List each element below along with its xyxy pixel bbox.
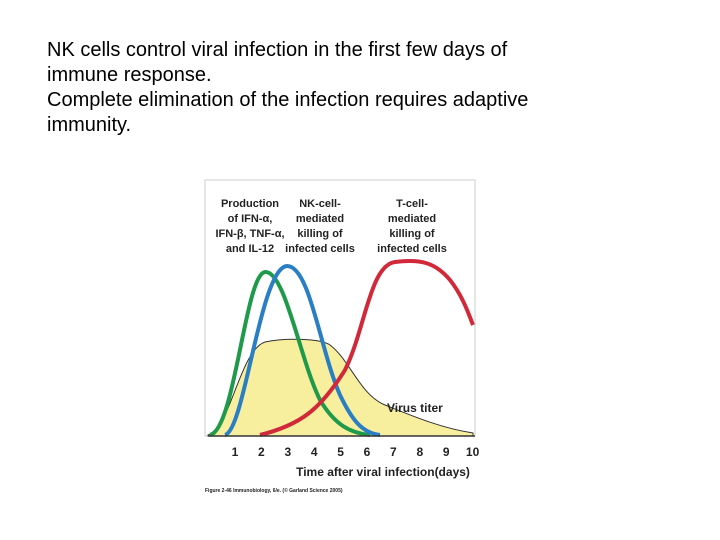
figure-label: killing of	[297, 228, 343, 240]
x-tick-label: 5	[337, 445, 344, 459]
x-tick-label: 7	[390, 445, 397, 459]
slide-text: immune response.	[47, 64, 212, 86]
slide-text: NK cells control viral infection in the …	[47, 39, 508, 61]
caption: Figure 2-46 Immunobiology, 6/e. (© Garla…	[205, 487, 343, 494]
figure-label: infected cells	[285, 243, 355, 255]
virus-area	[207, 338, 474, 437]
figure-label: mediated	[388, 213, 436, 225]
x-tick-label: 6	[364, 445, 371, 459]
x-tick-label: 9	[443, 445, 450, 459]
x-axis-title: Time after viral infection(days)	[296, 465, 470, 479]
figure-label: of IFN-α,	[228, 213, 273, 225]
nk-curve	[223, 263, 381, 437]
figure-label: T-cell-	[396, 198, 428, 210]
slide-text: immunity.	[47, 114, 132, 136]
x-tick-label: 8	[416, 445, 423, 459]
slide-text: Complete elimination of the infection re…	[47, 89, 529, 111]
virus-label: Virus titer	[387, 401, 443, 415]
figure-label: IFN-β, TNF-α,	[215, 228, 284, 240]
x-tick-label: 1	[232, 445, 239, 459]
x-tick-label: 4	[311, 445, 318, 459]
x-tick-label: 2	[258, 445, 265, 459]
figure-label: killing of	[389, 228, 435, 240]
x-tick-label: 3	[284, 445, 291, 459]
figure-label: Production	[221, 198, 279, 210]
t-cell-curve	[259, 259, 475, 437]
figure-label: mediated	[296, 213, 344, 225]
ifn-curve	[209, 270, 371, 437]
x-tick-label: 10	[466, 445, 480, 459]
figure-label: NK-cell-	[299, 198, 341, 210]
figure-label: and IL-12	[226, 243, 274, 255]
figure-label: infected cells	[377, 243, 447, 255]
